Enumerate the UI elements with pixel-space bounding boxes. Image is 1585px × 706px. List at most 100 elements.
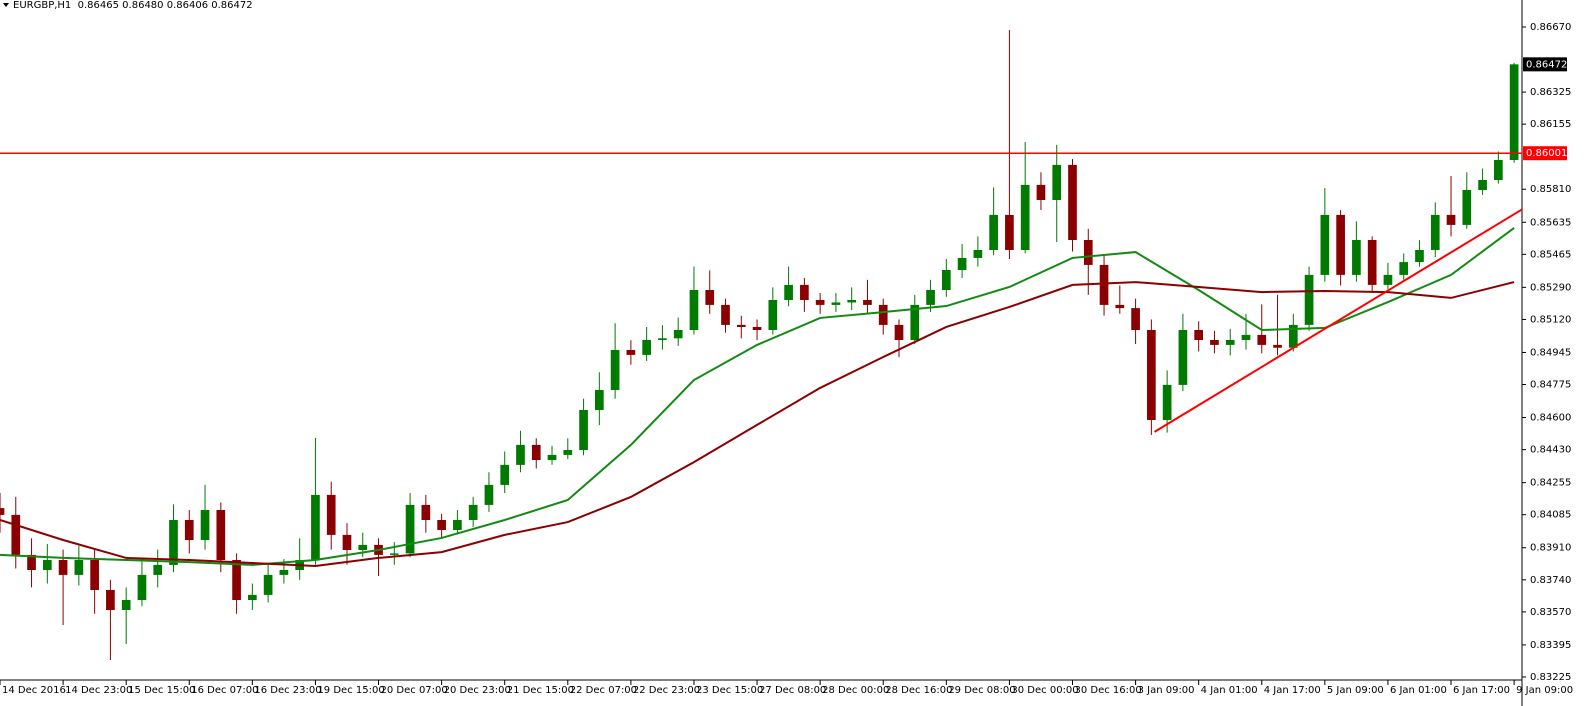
level-label-box <box>1523 146 1567 161</box>
candle-body <box>1320 214 1330 275</box>
candle-body <box>721 304 730 325</box>
candle-body <box>1210 340 1219 345</box>
candle-body <box>1036 184 1046 200</box>
moving-average <box>0 227 1515 566</box>
candle-body <box>326 494 336 535</box>
candle-body <box>705 290 715 305</box>
y-tick-label: 0.86325 <box>1530 87 1571 98</box>
candle-body <box>1446 214 1456 225</box>
candle-body <box>1068 164 1077 240</box>
price-label: 0.86472 <box>1526 59 1567 70</box>
candle-body <box>1131 308 1140 330</box>
candle-body <box>74 560 84 575</box>
candle-body <box>563 450 573 455</box>
candle-body <box>547 454 557 460</box>
x-tick-label: 6 Jan 17:00 <box>1453 685 1510 696</box>
candle-body <box>531 444 541 460</box>
candle-body <box>1099 264 1109 305</box>
candle-body <box>1083 240 1093 265</box>
candle-body <box>200 510 210 540</box>
candle-body <box>594 390 604 410</box>
candle-body <box>263 574 273 595</box>
candle-body <box>815 300 825 305</box>
candle-body <box>1288 324 1298 348</box>
y-tick-label: 0.84945 <box>1530 347 1571 358</box>
y-tick-label: 0.85120 <box>1530 314 1571 325</box>
x-tick-label: 30 Dec 16:00 <box>1074 685 1141 696</box>
x-tick-label: 14 Dec 23:00 <box>65 685 132 696</box>
y-tick-label: 0.86670 <box>1530 22 1571 33</box>
chart-title: EURGBP,H1 0.86465 0.86480 0.86406 0.8647… <box>13 0 253 11</box>
candle-body <box>689 290 699 330</box>
y-tick-label: 0.85810 <box>1530 184 1571 195</box>
y-tick-label: 0.83225 <box>1530 672 1571 683</box>
x-tick-label: 4 Jan 01:00 <box>1201 685 1258 696</box>
candle-body <box>1115 304 1125 309</box>
x-tick-label: 21 Dec 15:00 <box>507 685 574 696</box>
candle-body <box>989 214 998 250</box>
candle-body <box>1367 240 1377 285</box>
x-tick-label: 29 Dec 08:00 <box>948 685 1015 696</box>
candle-body <box>1194 330 1204 340</box>
candle-body <box>216 510 226 560</box>
candle-body <box>658 338 667 340</box>
candle-body <box>42 560 52 570</box>
y-tick-label: 0.85635 <box>1530 217 1571 228</box>
x-tick-label: 19 Dec 15:00 <box>317 685 384 696</box>
candle-body <box>1415 250 1424 263</box>
candle-body <box>1273 344 1282 348</box>
candle-body <box>1147 330 1156 420</box>
candle-body <box>610 350 620 390</box>
x-tick-label: 27 Dec 08:00 <box>759 685 826 696</box>
candle-body <box>579 410 588 450</box>
y-tick-label: 0.84775 <box>1530 380 1571 391</box>
candle-body <box>27 554 36 570</box>
candle-body <box>169 520 178 565</box>
candle-body <box>106 590 115 610</box>
menu-triangle[interactable] <box>3 3 9 7</box>
candle-body <box>500 464 510 485</box>
candle-body <box>0 508 5 515</box>
y-tick-label: 0.83910 <box>1530 543 1571 554</box>
x-tick-label: 9 Jan 09:00 <box>1516 685 1573 696</box>
candle-body <box>957 257 967 270</box>
candle-body <box>232 560 241 600</box>
candle-body <box>248 594 257 600</box>
candle-body <box>894 324 904 340</box>
candle-body <box>1052 164 1062 200</box>
x-tick-label: 3 Jan 09:00 <box>1138 685 1195 696</box>
candle-body <box>389 553 399 555</box>
candle-body <box>11 514 21 555</box>
candle-body <box>453 520 462 530</box>
x-tick-label: 30 Dec 00:00 <box>1011 685 1078 696</box>
candle-body <box>1020 184 1030 250</box>
x-tick-label: 6 Jan 01:00 <box>1390 685 1447 696</box>
y-tick-label: 0.84085 <box>1530 510 1571 521</box>
x-tick-label: 22 Dec 23:00 <box>633 685 700 696</box>
y-tick-label: 0.86155 <box>1530 119 1571 130</box>
candle-body <box>736 324 746 327</box>
candle-body <box>516 444 525 465</box>
candle-body <box>437 520 446 530</box>
candle-body <box>926 290 935 305</box>
candle-body <box>878 304 888 325</box>
x-tick-label: 5 Jan 09:00 <box>1327 685 1384 696</box>
trend-line <box>1153 208 1523 433</box>
candle-body <box>279 570 289 575</box>
candle-body <box>1399 262 1409 275</box>
x-tick-label: 14 Dec 2016 <box>2 685 66 696</box>
candle-body <box>137 574 147 600</box>
candle-body <box>626 350 636 355</box>
y-tick-label: 0.83740 <box>1530 575 1571 586</box>
level-label: 0.86001 <box>1526 148 1567 159</box>
candle-body <box>1241 334 1251 340</box>
price-label-box <box>1523 57 1567 72</box>
moving-average <box>0 281 1515 568</box>
candle-body <box>358 544 368 550</box>
candle-body <box>1257 334 1267 345</box>
candle-body <box>1462 190 1472 225</box>
y-tick-label: 0.85290 <box>1530 282 1571 293</box>
candle-body <box>121 600 131 610</box>
